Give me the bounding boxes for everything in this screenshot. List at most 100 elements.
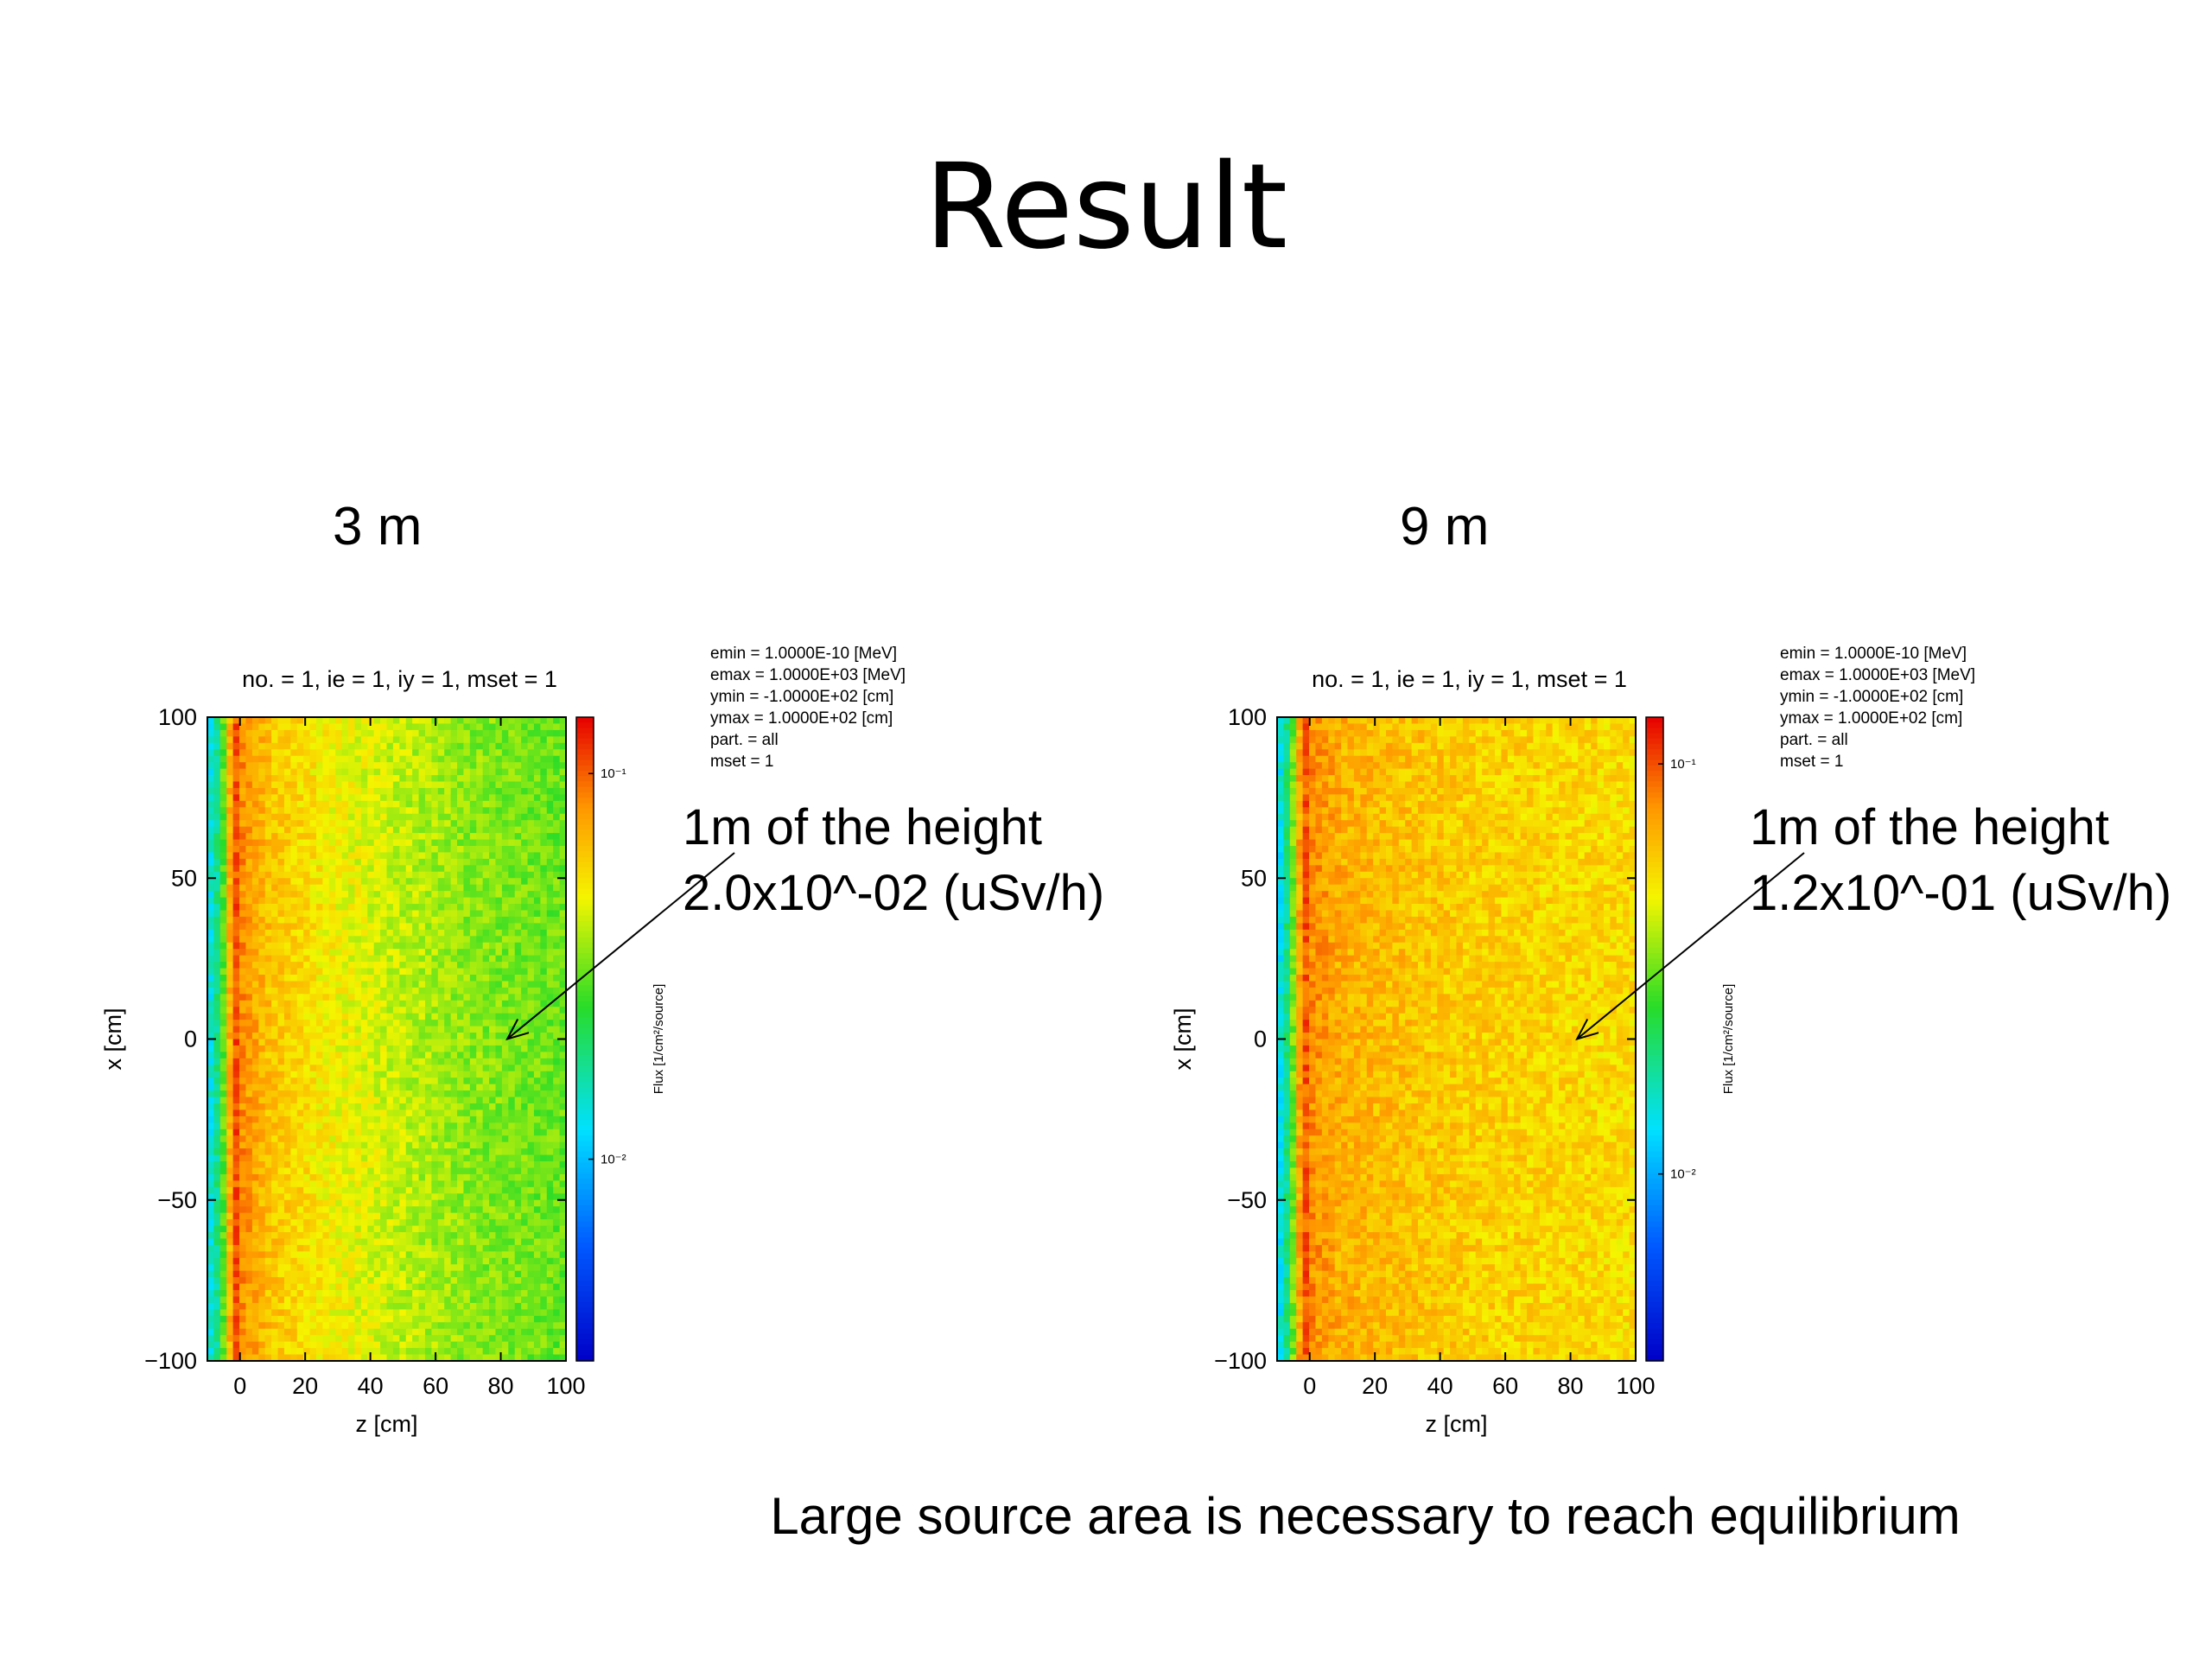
colorbar-segment bbox=[1646, 1151, 1663, 1158]
colorbar-segment bbox=[1646, 963, 1663, 970]
colorbar-segment bbox=[576, 1248, 594, 1255]
x-tick-label: 0 bbox=[1303, 1373, 1316, 1399]
colorbar-segment bbox=[576, 1049, 594, 1056]
colorbar-tick-label: 10⁻¹ bbox=[1670, 757, 1696, 772]
colorbar-segment bbox=[576, 1092, 594, 1099]
colorbar-segment bbox=[576, 883, 594, 890]
colorbar-segment bbox=[1646, 883, 1663, 890]
colorbar-segment bbox=[1646, 953, 1663, 959]
colorbar-segment bbox=[1646, 1301, 1663, 1308]
x-tick-label: 60 bbox=[1492, 1373, 1518, 1399]
colorbar-segment bbox=[576, 1044, 594, 1051]
colorbar-segment bbox=[576, 899, 594, 906]
colorbar-segment bbox=[576, 1001, 594, 1007]
colorbar-segment bbox=[576, 1205, 594, 1211]
colorbar-segment bbox=[1646, 803, 1663, 810]
colorbar-segment bbox=[576, 1157, 594, 1163]
colorbar bbox=[576, 717, 594, 1362]
colorbar-segment bbox=[1646, 942, 1663, 949]
colorbar-segment bbox=[1646, 1226, 1663, 1233]
colorbar-segment bbox=[576, 969, 594, 976]
colorbar-segment bbox=[576, 1339, 594, 1345]
colorbar-segment bbox=[1646, 1092, 1663, 1099]
colorbar-segment bbox=[576, 1243, 594, 1249]
colorbar-segment bbox=[576, 963, 594, 970]
x-tick-label: 80 bbox=[1558, 1373, 1584, 1399]
y-tick-label: 50 bbox=[171, 865, 197, 891]
colorbar-segment bbox=[1646, 733, 1663, 740]
annotation-9m-line1: 1m of the height bbox=[1750, 799, 2109, 855]
colorbar-segment bbox=[1646, 1039, 1663, 1046]
y-tick-label: 100 bbox=[158, 704, 197, 730]
colorbar-segment bbox=[1646, 1076, 1663, 1083]
colorbar-segment bbox=[1646, 975, 1663, 981]
colorbar-segment bbox=[576, 878, 594, 885]
colorbar-segment bbox=[576, 1033, 594, 1040]
colorbar-segment bbox=[1646, 1049, 1663, 1056]
colorbar-segment bbox=[576, 1071, 594, 1077]
x-tick-label: 60 bbox=[423, 1373, 448, 1399]
colorbar-segment bbox=[576, 1350, 594, 1357]
param-line: mset = 1 bbox=[710, 753, 773, 771]
colorbar-segment bbox=[1646, 1033, 1663, 1040]
colorbar-label: Flux [1/cm²/source] bbox=[652, 984, 666, 1095]
colorbar-segment bbox=[1646, 1001, 1663, 1007]
colorbar-segment bbox=[1646, 1313, 1663, 1319]
colorbar-segment bbox=[1646, 851, 1663, 858]
colorbar-segment bbox=[576, 1301, 594, 1308]
y-axis-label: x [cm] bbox=[100, 1008, 126, 1071]
colorbar-segment bbox=[1646, 717, 1663, 723]
colorbar-segment bbox=[576, 803, 594, 810]
colorbar-segment bbox=[576, 1178, 594, 1185]
colorbar-segment bbox=[1646, 1162, 1663, 1169]
annotation-3m-value: 2.0x10^-02 (uSv/h) bbox=[683, 865, 1105, 921]
heatmap-chart-3m: 0 20 40 60 80 100 100 50 0 −50 −100 z [cm] x [cm] no.… bbox=[100, 645, 906, 1437]
colorbar-segment bbox=[1646, 840, 1663, 847]
y-tick-label: 0 bbox=[1254, 1027, 1267, 1052]
colorbar-segment bbox=[1646, 878, 1663, 885]
colorbar-segment bbox=[1646, 1157, 1663, 1163]
colorbar-segment bbox=[1646, 1017, 1663, 1024]
colorbar-segment bbox=[576, 1082, 594, 1088]
x-axis-label: z [cm] bbox=[356, 1411, 418, 1437]
y-tick-label: 0 bbox=[184, 1027, 197, 1052]
colorbar-segment bbox=[1646, 1199, 1663, 1206]
colorbar-segment bbox=[1646, 1178, 1663, 1185]
colorbar-segment bbox=[1646, 1211, 1663, 1217]
colorbar-segment bbox=[576, 1012, 594, 1019]
colorbar-tick-label: 10⁻¹ bbox=[601, 766, 626, 781]
colorbar-segment bbox=[576, 1296, 594, 1303]
colorbar-segment bbox=[1646, 1296, 1663, 1303]
colorbar-segment bbox=[1646, 846, 1663, 852]
colorbar-segment bbox=[1646, 980, 1663, 987]
colorbar-segment bbox=[576, 1055, 594, 1061]
heatmap-plot-3m: 0 20 40 60 80 100 100 50 0 −50 −100 z [cm] x [cm] no.… bbox=[86, 639, 1175, 1452]
colorbar-segment bbox=[1646, 1344, 1663, 1351]
colorbar-segment bbox=[576, 1211, 594, 1217]
colorbar-segment bbox=[1646, 1216, 1663, 1223]
x-tick-label: 100 bbox=[1616, 1373, 1655, 1399]
colorbar-segment bbox=[576, 1146, 594, 1153]
colorbar-segment bbox=[1646, 1350, 1663, 1357]
y-tick-label: 50 bbox=[1241, 865, 1267, 891]
colorbar-segment bbox=[576, 910, 594, 917]
colorbar-segment bbox=[576, 1162, 594, 1169]
colorbar-segment bbox=[1646, 1103, 1663, 1109]
colorbar-segment bbox=[1646, 1291, 1663, 1298]
colorbar-segment bbox=[1646, 813, 1663, 820]
colorbar-segment bbox=[1646, 1119, 1663, 1126]
colorbar-segment bbox=[1646, 1328, 1663, 1335]
colorbar-segment bbox=[576, 728, 594, 734]
annotation-arrow bbox=[506, 852, 735, 1040]
colorbar-segment bbox=[576, 995, 594, 1002]
colorbar-segment bbox=[576, 1216, 594, 1223]
colorbar-segment bbox=[576, 1259, 594, 1265]
colorbar-segment bbox=[1646, 1167, 1663, 1174]
colorbar-segment bbox=[576, 776, 594, 783]
colorbar-segment bbox=[1646, 818, 1663, 825]
colorbar-segment bbox=[1646, 1253, 1663, 1260]
annotation-3m: 1m of the height 2.0x10^-02 (uSv/h) bbox=[683, 795, 1104, 926]
colorbar-segment bbox=[1646, 1189, 1663, 1196]
colorbar-segment bbox=[576, 1253, 594, 1260]
colorbar-tick-label: 10⁻² bbox=[601, 1153, 626, 1167]
